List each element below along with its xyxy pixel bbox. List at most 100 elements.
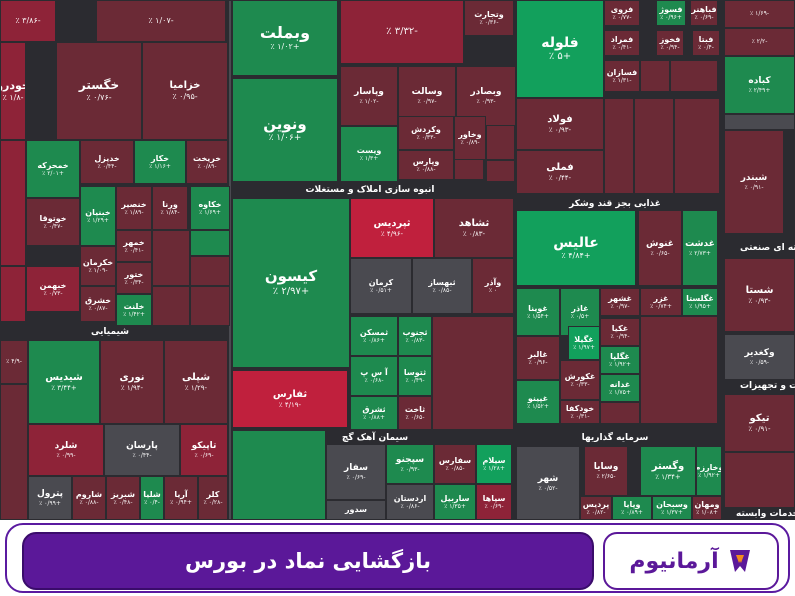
treemap-tile[interactable]: شستا ٪ ۰/۹۳- bbox=[724, 258, 795, 332]
treemap-tile[interactable]: ثشرق ٪ ۰/۸۸+ bbox=[350, 396, 398, 430]
treemap-tile[interactable]: فروی ٪ ۰/۷۷- bbox=[604, 0, 640, 26]
treemap-tile[interactable]: خکاوه ٪ ۱/۶۹+ bbox=[190, 186, 230, 230]
treemap-tile[interactable]: خوتوقا ٪ ۰/۴۷- bbox=[26, 198, 80, 246]
treemap-tile[interactable]: ٪ ۳/۳۲- bbox=[340, 0, 464, 64]
treemap-tile[interactable]: ختور ٪ ۰/۳۴- bbox=[116, 262, 152, 294]
treemap-tile[interactable]: سدور bbox=[326, 500, 386, 520]
treemap-tile[interactable]: شلرد ٪ ۰/۹۹- bbox=[28, 424, 104, 476]
treemap-tile[interactable]: ٪ ۱/۰۷- bbox=[96, 0, 226, 42]
treemap-tile[interactable]: تیکو ٪ ۰/۹۱- bbox=[724, 394, 795, 452]
treemap-tile[interactable]: وسبحان ٪ ۱/۳۷+ bbox=[652, 496, 692, 520]
treemap-tile[interactable]: غنوش ٪ ۰/۶۵- bbox=[638, 210, 682, 286]
treemap-tile[interactable]: خمحرکه ٪ ۲/۰۱+ bbox=[26, 140, 80, 198]
treemap-tile[interactable]: خریخت ٪ ۰/۸۹- bbox=[186, 140, 228, 184]
treemap-tile[interactable]: ثجنوب ٪ ۰/۸۳- bbox=[398, 316, 432, 356]
treemap-tile[interactable]: شیدیس ٪ ۳/۴۴+ bbox=[28, 340, 100, 424]
treemap-tile[interactable]: غکورش ٪ ۰/۳۳- bbox=[560, 360, 600, 400]
treemap-tile[interactable]: سفار ٪ ۰/۶۹- bbox=[326, 444, 386, 500]
treemap-tile[interactable]: عالیس ٪ ۴/۸۴+ bbox=[516, 210, 636, 286]
treemap-tile[interactable]: خبنیان ٪ ۱/۲۹+ bbox=[80, 186, 116, 246]
treemap-tile[interactable]: ومهان ٪ ۱/۰۸+ bbox=[692, 496, 722, 520]
treemap-tile[interactable]: کیسون ٪ ۲/۹۷+ bbox=[232, 198, 350, 368]
treemap-tile[interactable]: وآذر ٪ ۰ bbox=[472, 258, 514, 314]
treemap-tile[interactable]: فملی ٪ ۰/۴۴- bbox=[516, 150, 604, 194]
treemap-tile[interactable]: خنصیر ٪ ۱/۸۹- bbox=[116, 186, 152, 230]
treemap-tile[interactable]: سیلام ٪ ۱/۲۸+ bbox=[476, 444, 512, 484]
treemap-tile[interactable]: ٪ ۲/۲- bbox=[724, 28, 795, 56]
treemap-tile[interactable]: غپینو ٪ ۱/۵۲+ bbox=[516, 380, 560, 424]
treemap-tile[interactable]: ثفارس ٪ ۴/۱۹- bbox=[232, 370, 348, 428]
treemap-tile[interactable]: کلر ٪ ۰/۲۸- bbox=[198, 476, 228, 520]
treemap-tile[interactable]: سفارس ٪ ۰/۸۵- bbox=[434, 444, 476, 484]
treemap-tile[interactable]: آ س پ ٪ ۰/۶۸- bbox=[350, 356, 398, 396]
treemap-tile[interactable]: نوری ٪ ۱/۹۴- bbox=[100, 340, 164, 424]
treemap-tile[interactable]: شاروم ٪ ۰/۸۸- bbox=[72, 476, 106, 520]
treemap-tile[interactable]: خبهمن ٪ ۰/۷۳- bbox=[26, 266, 80, 312]
treemap-tile[interactable]: وخارزم ٪ ۱/۹۲+ bbox=[696, 446, 722, 496]
treemap-tile[interactable]: وسایا ٪ ۲/۶۵- bbox=[584, 446, 628, 496]
treemap-tile[interactable]: فسوژ ٪ ۰/۹۶+ bbox=[656, 0, 686, 26]
treemap-tile[interactable]: اردستان ٪ ۰/۸۶- bbox=[386, 484, 434, 520]
treemap-tile[interactable]: کباده ٪ ۲/۴۹+ bbox=[724, 56, 795, 114]
treemap-tile[interactable]: وکغدیر ٪ ۰/۵۹- bbox=[724, 334, 795, 380]
treemap-tile[interactable]: سپجنو ٪ ۰/۹۳- bbox=[386, 444, 434, 484]
treemap-tile[interactable]: ورنا ٪ ۱/۸۴- bbox=[152, 186, 188, 230]
treemap-tile[interactable]: وپارس ٪ ۰/۸۸- bbox=[398, 150, 454, 180]
treemap-tile[interactable]: خگستر ٪ ۰/۷۶- bbox=[56, 42, 142, 140]
treemap-tile[interactable]: سپاها ٪ ۰/۶۹- bbox=[476, 484, 512, 520]
treemap-tile[interactable]: فسازان ٪ ۱/۳۱- bbox=[604, 60, 640, 92]
treemap-tile[interactable]: فمراد ٪ ۰/۴۱- bbox=[604, 30, 640, 56]
treemap-tile[interactable]: غدانه ٪ ۱/۷۵+ bbox=[600, 374, 640, 402]
treemap-tile[interactable]: کرمان ٪ ۰/۵۱+ bbox=[350, 258, 412, 314]
treemap-tile[interactable]: ٪ ۴/۹- bbox=[0, 340, 28, 384]
treemap-tile[interactable]: غوینا ٪ ۱/۵۴+ bbox=[516, 288, 560, 336]
treemap-tile[interactable]: تاپیکو ٪ ۰/۶۹- bbox=[180, 424, 228, 476]
treemap-tile[interactable]: وپایا ٪ ۰/۸۹+ bbox=[612, 496, 652, 520]
treemap-tile[interactable]: وخاور ٪ ۰/۸۹- bbox=[454, 116, 486, 160]
treemap-tile[interactable]: ثتوسا ٪ ۰/۴۹- bbox=[398, 356, 432, 396]
treemap-tile[interactable]: خلنت ٪ ۱/۴۲+ bbox=[116, 294, 152, 326]
treemap-tile[interactable]: ثمسکن ٪ ۰/۸۶+ bbox=[350, 316, 398, 356]
treemap-tile[interactable]: خمهر ٪ ۰/۴۱- bbox=[116, 230, 152, 262]
treemap-tile[interactable]: غدشت ٪ ۲/۷۳+ bbox=[682, 210, 718, 286]
treemap-tile[interactable]: شهر ٪ ۰/۵۲- bbox=[516, 446, 580, 520]
treemap-tile[interactable]: وتجارت ٪ ۰/۳۶- bbox=[464, 0, 514, 36]
treemap-tile[interactable]: خکرمان ٪ ۱/۰۹- bbox=[80, 246, 116, 286]
treemap-tile[interactable]: ویست ٪ ۱/۳+ bbox=[340, 126, 398, 182]
treemap-tile[interactable]: غشهر ٪ ۰/۹۷- bbox=[600, 288, 640, 316]
treemap-tile[interactable]: فلوله ٪ ۵+ bbox=[516, 0, 604, 98]
treemap-tile[interactable]: آریا ٪ ۰/۹۴+ bbox=[164, 476, 198, 520]
treemap-tile[interactable]: فولاد ٪ ۰/۹۳- bbox=[516, 98, 604, 150]
treemap-tile[interactable]: غزر ٪ ۰/۷۴+ bbox=[640, 288, 682, 316]
treemap-tile[interactable]: ثبهساز ٪ ۰/۸۵- bbox=[412, 258, 472, 314]
treemap-tile[interactable]: ٪ ۳/۸۶- bbox=[0, 0, 56, 42]
treemap-tile[interactable]: پترول ٪ ۰/۹۹+ bbox=[28, 476, 72, 520]
treemap-tile[interactable]: شلیا ٪ ۰/۴- bbox=[140, 476, 164, 520]
treemap-tile[interactable]: فبتا ٪ ۰/۴- bbox=[692, 30, 720, 56]
treemap-tile[interactable]: وکردش ٪ ۰/۳۳- bbox=[398, 116, 454, 150]
treemap-tile[interactable]: پارسان ٪ ۰/۴۴- bbox=[104, 424, 180, 476]
treemap-tile[interactable]: غگلستا ٪ ۱/۹۵+ bbox=[682, 288, 718, 316]
treemap-tile[interactable]: غکیا ٪ ۰/۹۴- bbox=[600, 318, 640, 346]
treemap-tile[interactable]: غگلپا ٪ ۱/۹۲+ bbox=[600, 346, 640, 374]
treemap-tile[interactable]: ثشاهد ٪ ۰/۸۳- bbox=[434, 198, 514, 258]
treemap-tile[interactable]: خکار ٪ ۱/۱۶+ bbox=[134, 140, 186, 184]
treemap-tile[interactable]: خودکفا ٪ ۰/۳۱- bbox=[560, 400, 600, 424]
treemap-tile[interactable]: خزامیا ٪ ۰/۹۵- bbox=[142, 42, 228, 140]
treemap-tile[interactable]: شبندر ٪ ۰/۹۱- bbox=[724, 130, 784, 234]
treemap-tile[interactable]: خودرو٪ ۱/۸- bbox=[0, 42, 26, 140]
treemap-tile[interactable]: غالبر ٪ ۰/۹۶- bbox=[516, 336, 560, 380]
treemap-tile[interactable]: شپلی ٪ ۱/۲۹- bbox=[164, 340, 228, 424]
treemap-tile[interactable]: خدیزل ٪ ۰/۴۴- bbox=[80, 140, 134, 184]
treemap-tile[interactable]: ونوین ٪ ۱/۰۶+ bbox=[232, 78, 338, 182]
treemap-tile[interactable]: غگیلا ٪ ۱/۹۷+ bbox=[568, 326, 600, 360]
brand-logo[interactable]: آرمانیوم bbox=[603, 532, 779, 590]
treemap-tile[interactable]: ٪ ۱/۶۹- bbox=[724, 0, 795, 28]
treemap-tile[interactable]: وپاسار ٪ ۱/۰۲- bbox=[340, 66, 398, 126]
treemap-tile[interactable]: فخوز ٪ ۰/۹۴- bbox=[656, 30, 684, 56]
treemap-tile[interactable]: ثاخت ٪ ۰/۶۵- bbox=[398, 396, 432, 430]
treemap-tile[interactable]: فباهنر ٪ ۰/۶۹- bbox=[690, 0, 718, 26]
treemap-tile[interactable]: وبملت ٪ ۱/۰۲+ bbox=[232, 0, 338, 76]
treemap-tile[interactable]: پردیس ٪ ۰/۸۲- bbox=[580, 496, 612, 520]
treemap-tile[interactable]: ثپردیس ٪ ۴/۹۶- bbox=[350, 198, 434, 258]
